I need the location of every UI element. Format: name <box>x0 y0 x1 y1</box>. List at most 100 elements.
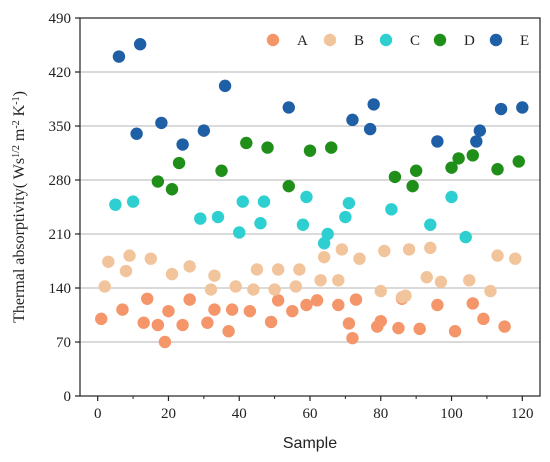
point-e <box>130 127 143 140</box>
point-e <box>473 124 487 137</box>
legend-marker-d <box>433 33 447 47</box>
point-c <box>126 195 140 208</box>
point-b <box>420 271 433 284</box>
point-c <box>342 196 356 210</box>
x-tick-label: 100 <box>440 406 463 422</box>
point-d <box>261 141 274 154</box>
point-d <box>240 136 253 150</box>
point-b <box>247 283 260 296</box>
point-b <box>378 244 391 258</box>
y-tick-label: 490 <box>49 11 72 27</box>
y-axis-ticks: 0 70 140 210 280 350 420 490 <box>49 11 80 405</box>
point-b <box>353 252 366 265</box>
x-tick-label: 80 <box>373 406 388 422</box>
y-axis-title-mid2: K <box>11 104 28 120</box>
point-e <box>155 116 168 130</box>
point-b <box>271 263 285 276</box>
point-b <box>119 264 133 278</box>
point-b <box>402 243 416 256</box>
point-b <box>484 284 497 298</box>
point-c <box>233 226 246 239</box>
point-b <box>317 250 331 264</box>
y-tick-label: 210 <box>49 227 72 243</box>
legend-label-a: A <box>297 33 308 49</box>
point-a <box>208 303 221 316</box>
point-c <box>300 190 313 204</box>
point-b <box>332 274 345 287</box>
x-axis-title: Sample <box>283 435 337 452</box>
point-b <box>374 284 387 298</box>
point-b <box>102 255 115 268</box>
y-axis-title-sup3: -1 <box>11 96 22 104</box>
point-e <box>363 122 377 136</box>
legend-marker-b <box>323 33 337 47</box>
point-e <box>282 101 295 114</box>
point-c <box>194 212 207 225</box>
legend-marker-a <box>266 33 280 47</box>
point-a <box>243 304 257 318</box>
x-tick-label: 0 <box>94 406 102 422</box>
point-d <box>151 175 165 188</box>
legend-marker-c <box>379 33 393 47</box>
point-a <box>374 314 387 328</box>
point-c <box>385 203 398 216</box>
point-a <box>448 325 462 338</box>
point-d <box>215 164 228 177</box>
point-c <box>211 210 225 224</box>
data-points <box>95 38 529 349</box>
point-d <box>409 164 423 177</box>
point-c <box>459 230 472 244</box>
x-tick-label: 20 <box>161 406 176 422</box>
point-b <box>250 263 264 276</box>
x-axis-ticks: 0 20 40 60 80 100 120 <box>94 396 534 422</box>
point-d <box>172 156 186 170</box>
point-a <box>183 293 196 306</box>
plot-frame <box>79 17 541 397</box>
point-b <box>293 263 306 276</box>
point-c <box>296 218 310 231</box>
y-tick-label: 0 <box>64 389 72 405</box>
point-e <box>133 38 147 51</box>
point-c <box>236 195 249 208</box>
y-axis-title-main: Thermal absorptivity( Ws <box>11 158 28 323</box>
point-a <box>201 316 214 329</box>
point-b <box>208 269 221 282</box>
point-a <box>222 325 235 338</box>
point-d <box>325 141 338 154</box>
point-a <box>151 318 165 332</box>
point-b <box>424 241 437 255</box>
point-a <box>271 294 285 307</box>
point-d <box>466 149 479 162</box>
point-b <box>123 249 136 262</box>
point-d <box>452 152 465 165</box>
x-tick-label: 60 <box>303 406 318 422</box>
y-tick-label: 420 <box>49 65 72 81</box>
point-a <box>466 297 479 310</box>
point-a <box>225 303 239 316</box>
point-a <box>141 292 154 305</box>
point-a <box>300 298 313 312</box>
point-a <box>95 312 108 326</box>
point-b <box>509 252 522 265</box>
legend-label-e: E <box>520 33 529 49</box>
point-b <box>204 283 218 296</box>
y-axis-title-mid: m <box>11 128 28 145</box>
point-d <box>406 179 419 193</box>
point-d <box>282 179 295 193</box>
point-e <box>470 135 483 148</box>
legend-marker-e <box>489 33 503 47</box>
point-a <box>286 304 299 318</box>
point-e <box>494 102 508 116</box>
point-b <box>335 243 349 256</box>
point-a <box>332 298 345 312</box>
point-e <box>218 79 232 93</box>
point-a <box>346 331 359 345</box>
point-b <box>268 283 281 296</box>
point-d <box>491 163 504 176</box>
point-b <box>434 275 448 289</box>
point-a <box>310 294 324 307</box>
point-a <box>349 293 363 306</box>
point-d <box>388 170 402 184</box>
point-c <box>321 227 334 241</box>
